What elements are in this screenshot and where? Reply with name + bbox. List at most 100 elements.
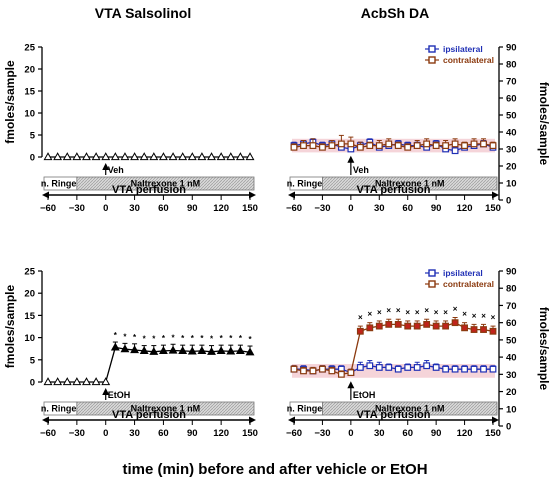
- data-point: [139, 346, 149, 355]
- data-point: [366, 362, 374, 370]
- significance-marker: *: [248, 335, 252, 344]
- x-tick-label: 90: [431, 203, 442, 214]
- perfusion-label: VTA perfusion: [357, 184, 431, 196]
- data-point: [480, 326, 487, 333]
- y-tick-label: 0: [30, 153, 35, 164]
- perfusion-arrowhead-left: [288, 416, 295, 424]
- series-contralateral: × × × × × × × × × × × × × × ×: [290, 305, 497, 378]
- x-tick-label: 60: [402, 203, 413, 214]
- legend-marker: [428, 280, 436, 288]
- perfusion-label: VTA perfusion: [112, 184, 186, 196]
- ringer-label: n. Ringer: [287, 404, 326, 414]
- y-axis-label: fmoles/sample: [537, 82, 550, 166]
- x-tick-label: 30: [374, 428, 385, 439]
- data-point: [290, 365, 298, 373]
- y-axis-label: fmoles/sample: [3, 284, 17, 368]
- significance-marker: ×: [462, 310, 467, 319]
- data-point: [394, 320, 402, 328]
- perfusion-arrowhead-right: [249, 191, 256, 199]
- data-point: [404, 322, 412, 330]
- ringer-label: n. Ringer: [41, 179, 80, 189]
- x-tick-label: −60: [40, 428, 56, 439]
- data-point: [480, 365, 487, 373]
- right-column-title: AcbSh DA: [361, 5, 429, 21]
- data-point: [101, 152, 111, 161]
- significance-marker: *: [200, 334, 204, 343]
- y-tick-label: 80: [506, 284, 517, 295]
- data-point: [82, 152, 91, 161]
- data-point: [347, 369, 355, 377]
- event-arrowhead: [347, 381, 355, 389]
- significance-marker: ×: [358, 313, 363, 322]
- significance-marker: ×: [453, 305, 458, 314]
- data-point: [158, 152, 168, 161]
- data-point: [451, 140, 459, 148]
- y-tick-label: 20: [24, 65, 35, 76]
- y-tick-label: 40: [506, 128, 517, 139]
- x-tick-label: 90: [187, 428, 198, 439]
- legend-label: ipsilateral: [443, 44, 483, 54]
- significance-marker: *: [239, 334, 243, 343]
- x-tick-label: 120: [213, 428, 229, 439]
- data-point: [226, 346, 236, 355]
- data-point: [72, 152, 82, 161]
- data-point: [158, 346, 168, 355]
- event-arrowhead: [102, 163, 110, 170]
- data-point: [489, 142, 497, 150]
- figure-x-axis-label: time (min) before and after vehicle or E…: [122, 461, 427, 478]
- y-tick-label: 30: [506, 145, 517, 156]
- x-tick-label: 60: [402, 428, 413, 439]
- data-point: [423, 362, 431, 370]
- perfusion-arrowhead-right: [492, 416, 499, 424]
- y-tick-label: 10: [24, 109, 35, 120]
- x-tick-label: 150: [485, 203, 501, 214]
- data-point: [385, 364, 393, 371]
- y-tick-label: 90: [506, 267, 517, 278]
- significance-marker: *: [114, 331, 118, 340]
- perfusion-label: VTA perfusion: [357, 409, 431, 421]
- data-point: [62, 152, 72, 161]
- panels: 0 5 10 15 20 25 fmoles/sample n. Ringer Naltrexo…: [3, 43, 550, 440]
- y-tick-label: 10: [506, 179, 517, 190]
- naltrexone-bar: [322, 176, 498, 191]
- x-tick-label: 150: [485, 428, 501, 439]
- data-point: [480, 140, 487, 148]
- y-tick-label: 20: [24, 289, 35, 300]
- significance-marker: ×: [491, 313, 496, 322]
- significance-marker: *: [123, 332, 127, 341]
- data-point: [53, 377, 63, 386]
- chart-panel-top-right: 0 10 20 30 40 50 60 70 80 90 fmoles/sample n. Ringe…: [286, 43, 550, 215]
- significance-marker: ×: [472, 311, 477, 320]
- significance-marker: *: [133, 333, 137, 342]
- y-tick-label: 70: [506, 77, 517, 88]
- significance-marker: ×: [434, 308, 439, 317]
- x-tick-label: 90: [431, 428, 442, 439]
- data-point: [235, 152, 245, 161]
- data-point: [442, 365, 450, 373]
- perfusion-arrowhead-left: [42, 416, 49, 424]
- significance-marker: *: [210, 335, 214, 344]
- data-point: [451, 365, 459, 373]
- data-point: [470, 140, 478, 148]
- x-tick-label: 150: [242, 428, 258, 439]
- x-tick-label: 120: [213, 203, 229, 214]
- data-point: [432, 364, 440, 371]
- data-point: [110, 152, 120, 161]
- data-point: [130, 152, 140, 161]
- data-point: [366, 142, 374, 150]
- chart-panel-top-left: 0 5 10 15 20 25 fmoles/sample n. Ringer Naltrexo…: [3, 43, 258, 215]
- y-tick-label: 60: [506, 94, 517, 105]
- data-point: [337, 140, 345, 148]
- data-point: [375, 322, 383, 330]
- significance-marker: *: [181, 334, 185, 343]
- data-point: [470, 326, 478, 333]
- legend-label: contralateral: [443, 279, 494, 289]
- data-point: [319, 143, 326, 151]
- y-tick-label: 25: [24, 43, 35, 54]
- series-contralateral: [290, 134, 497, 151]
- x-tick-label: −30: [314, 428, 330, 439]
- data-point: [300, 367, 307, 375]
- x-tick-label: 60: [158, 203, 169, 214]
- y-tick-label: 5: [30, 131, 36, 142]
- data-point: [178, 152, 188, 161]
